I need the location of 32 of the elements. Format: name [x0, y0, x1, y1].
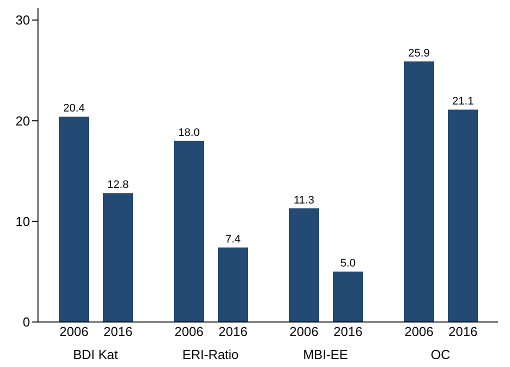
text: 2016 — [334, 324, 362, 339]
data-label: 21.1 — [452, 96, 474, 108]
data-label: 7.4 — [225, 234, 241, 246]
y-tick-label: 30 — [16, 12, 30, 28]
bar — [103, 193, 133, 322]
y-tick-label: 0 — [22, 314, 30, 330]
data-label: 25.9 — [408, 47, 430, 60]
text: 2006 — [174, 324, 204, 339]
text: 2006 — [404, 324, 434, 339]
y-tick-label: 20 — [16, 113, 30, 128]
data-label: 11.3 — [294, 194, 314, 206]
data-label: 5.0 — [340, 258, 356, 270]
bar — [174, 140, 204, 322]
series-label: 2006 — [60, 324, 88, 339]
bar — [289, 208, 319, 322]
x-tick-label: OC — [430, 347, 450, 362]
text: 2006 — [290, 324, 318, 339]
bar — [333, 272, 363, 322]
x-tick-label: BDI Kat — [73, 347, 118, 362]
bar — [404, 61, 434, 322]
text: 2016 — [218, 324, 248, 339]
y-tick-label: 10 — [16, 214, 30, 229]
bar — [59, 116, 89, 322]
bar — [218, 248, 248, 322]
bar — [448, 110, 478, 322]
x-tick-label: MBI-EE — [303, 347, 348, 362]
data-label: 18.0 — [178, 126, 200, 139]
text: 2016 — [448, 324, 478, 339]
series-label: 2016 — [104, 324, 132, 339]
data-label: 20.4 — [63, 102, 85, 115]
x-tick-label: ERI-Ratio — [182, 347, 239, 362]
data-label: 12.8 — [107, 179, 129, 192]
